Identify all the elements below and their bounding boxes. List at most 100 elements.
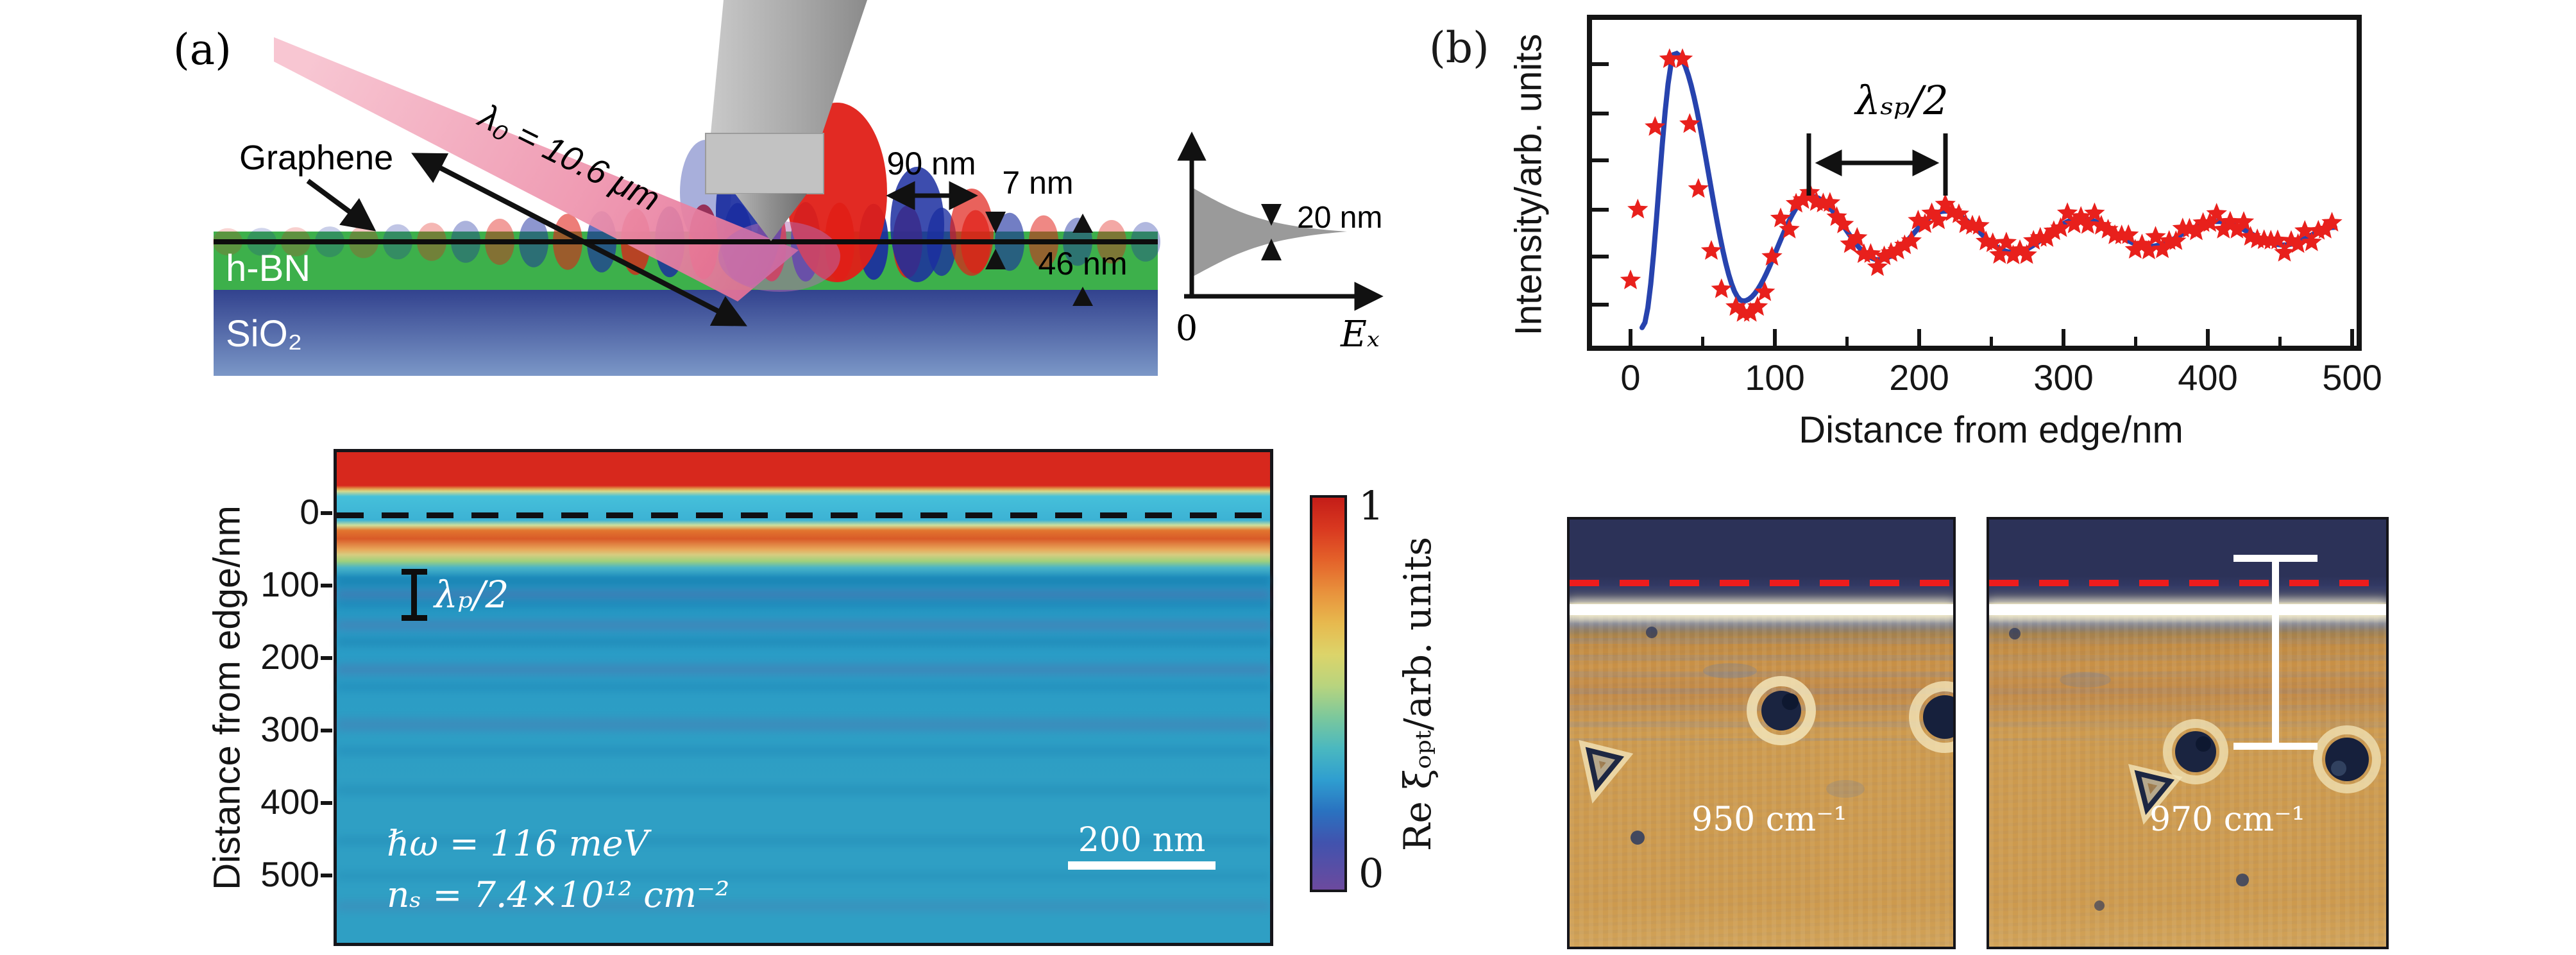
x-tick-label: 100 (1745, 357, 1804, 398)
heatmap-streak (337, 872, 1270, 880)
data-point-star (1754, 281, 1775, 301)
colorbar-title: Re ξₒₚₜ/arb. units (1396, 536, 1439, 851)
edge-dashed-line-red (1989, 580, 2386, 586)
data-point-star (1840, 233, 1861, 253)
edge-bright-stripe (1570, 604, 1953, 615)
dim-46nm-label: 46 nm (1038, 246, 1128, 282)
graphene-label: Graphene (239, 139, 393, 177)
data-point-star (2233, 211, 2255, 231)
heatmap-tick-mark (321, 511, 332, 515)
data-point-star (1867, 256, 1888, 276)
afm-cantilever-block (705, 133, 824, 194)
data-point-star (1627, 198, 1648, 219)
heatmap-image: λₚ/2 ℏω = 116 meV nₛ = 7.4×10¹² cm⁻² 200… (334, 449, 1273, 946)
x-tick-label: 200 (1889, 357, 1949, 398)
heatmap-streak (337, 577, 1270, 585)
data-point-star (2152, 238, 2173, 258)
colorbar-tick-min: 0 (1359, 850, 1384, 897)
x-tick-label: 0 (1620, 357, 1640, 398)
heatmap-streak (337, 718, 1270, 731)
heatmap-tick-mark (321, 656, 332, 660)
afm-tip-icon (735, 194, 807, 241)
frequency-label-950: 950 cm⁻¹ (1691, 800, 1847, 839)
plot-x-axis-title: Distance from edge/nm (1799, 409, 2183, 451)
data-point-star (1914, 213, 1936, 233)
data-point-star (1659, 48, 1680, 68)
defects-950 (1579, 627, 1953, 845)
heatmap-streak (337, 901, 1270, 911)
field-decay-profile (1192, 187, 1347, 277)
data-point-star (1833, 213, 1854, 233)
data-point-star (1645, 116, 1666, 136)
data-point-star (2226, 219, 2248, 239)
data-point-star (1982, 232, 2003, 252)
data-point-star (2308, 219, 2329, 240)
data-point-star (2003, 244, 2024, 264)
data-point-star (2023, 230, 2044, 250)
heatmap-streak (337, 601, 1270, 607)
data-point-star (1894, 234, 1915, 255)
data-point-star (1860, 243, 1881, 263)
frequency-label-970: 970 cm⁻¹ (2149, 800, 2305, 839)
data-point-star (2240, 226, 2261, 246)
x-tick-label: 300 (2033, 357, 2093, 398)
heatmap-streak (337, 837, 1270, 845)
lambda-p-marker (402, 615, 427, 621)
data-point-star (2314, 219, 2336, 239)
heatmap-tick-mark (321, 801, 332, 805)
dim-20nm-arrow-up (1261, 239, 1282, 260)
graphene-pointer-arrow (306, 178, 377, 232)
sio2-label: SiO₂ (226, 313, 302, 355)
data-point-star (2043, 220, 2065, 241)
dim-7nm-arrow-down (985, 212, 1006, 233)
field-lobe-blue (890, 167, 944, 282)
plot-series (1620, 48, 2343, 330)
scale-bar (1068, 861, 1216, 870)
nearfield-image-950: 950 cm⁻¹ (1567, 517, 1956, 949)
data-point-star (1935, 193, 1956, 214)
data-point-star (1928, 209, 1949, 230)
sio2-layer (214, 290, 1158, 376)
data-point-star (2145, 226, 2166, 246)
data-point-star (1826, 206, 1847, 226)
dim-7nm-arrow-up (985, 249, 1006, 269)
data-point-star (1700, 240, 1722, 260)
data-point-star (2124, 239, 2146, 259)
data-point-star (2118, 224, 2139, 244)
nearfield-image-970: 970 cm⁻¹ (1987, 517, 2389, 949)
data-point-star (1672, 48, 1693, 68)
plot-x-tick-labels: 0 100 200 300 400 500 (1620, 357, 2382, 398)
photon-energy-label: ℏω = 116 meV (387, 823, 649, 864)
plot-frame (1587, 15, 2362, 351)
data-point-star (1969, 215, 1990, 235)
data-point-star (2084, 202, 2105, 223)
data-point-star (2138, 239, 2160, 260)
dim-46nm-arrow-top (1072, 214, 1093, 233)
edge-dashed-line-red (1570, 580, 1953, 586)
data-point-star (2301, 231, 2322, 251)
field-lobe-red (950, 189, 994, 276)
x-tick-label: 500 (2322, 357, 2382, 398)
heatmap-tick-label: 300 (260, 709, 319, 749)
data-point-star (2321, 212, 2343, 232)
heatmap-streak (337, 683, 1270, 691)
data-point-star (2206, 203, 2227, 223)
data-point-star (2077, 214, 2098, 234)
data-point-star (1761, 246, 1783, 266)
lambda-p-label: λₚ/2 (434, 573, 509, 616)
data-point-star (2287, 233, 2309, 253)
heatmap-y-axis-title: Distance from edge/nm (206, 505, 248, 890)
lambda-sp-annotation: λₛₚ/2 (1806, 77, 1949, 196)
data-point-star (2090, 215, 2112, 235)
lambda-sp-label: λₛₚ/2 (1853, 77, 1948, 124)
data-point-star (2213, 218, 2234, 239)
inset-ex-axis-label: Eₓ (1340, 314, 1380, 355)
data-point-star (1874, 245, 1895, 266)
data-point-star (1770, 207, 1792, 228)
dim-20nm-arrow-down (1261, 204, 1282, 226)
data-point-star (1901, 230, 1922, 250)
surface-noise (1570, 616, 1953, 947)
data-point-star (1887, 239, 1908, 260)
data-point-star (1747, 296, 1768, 316)
